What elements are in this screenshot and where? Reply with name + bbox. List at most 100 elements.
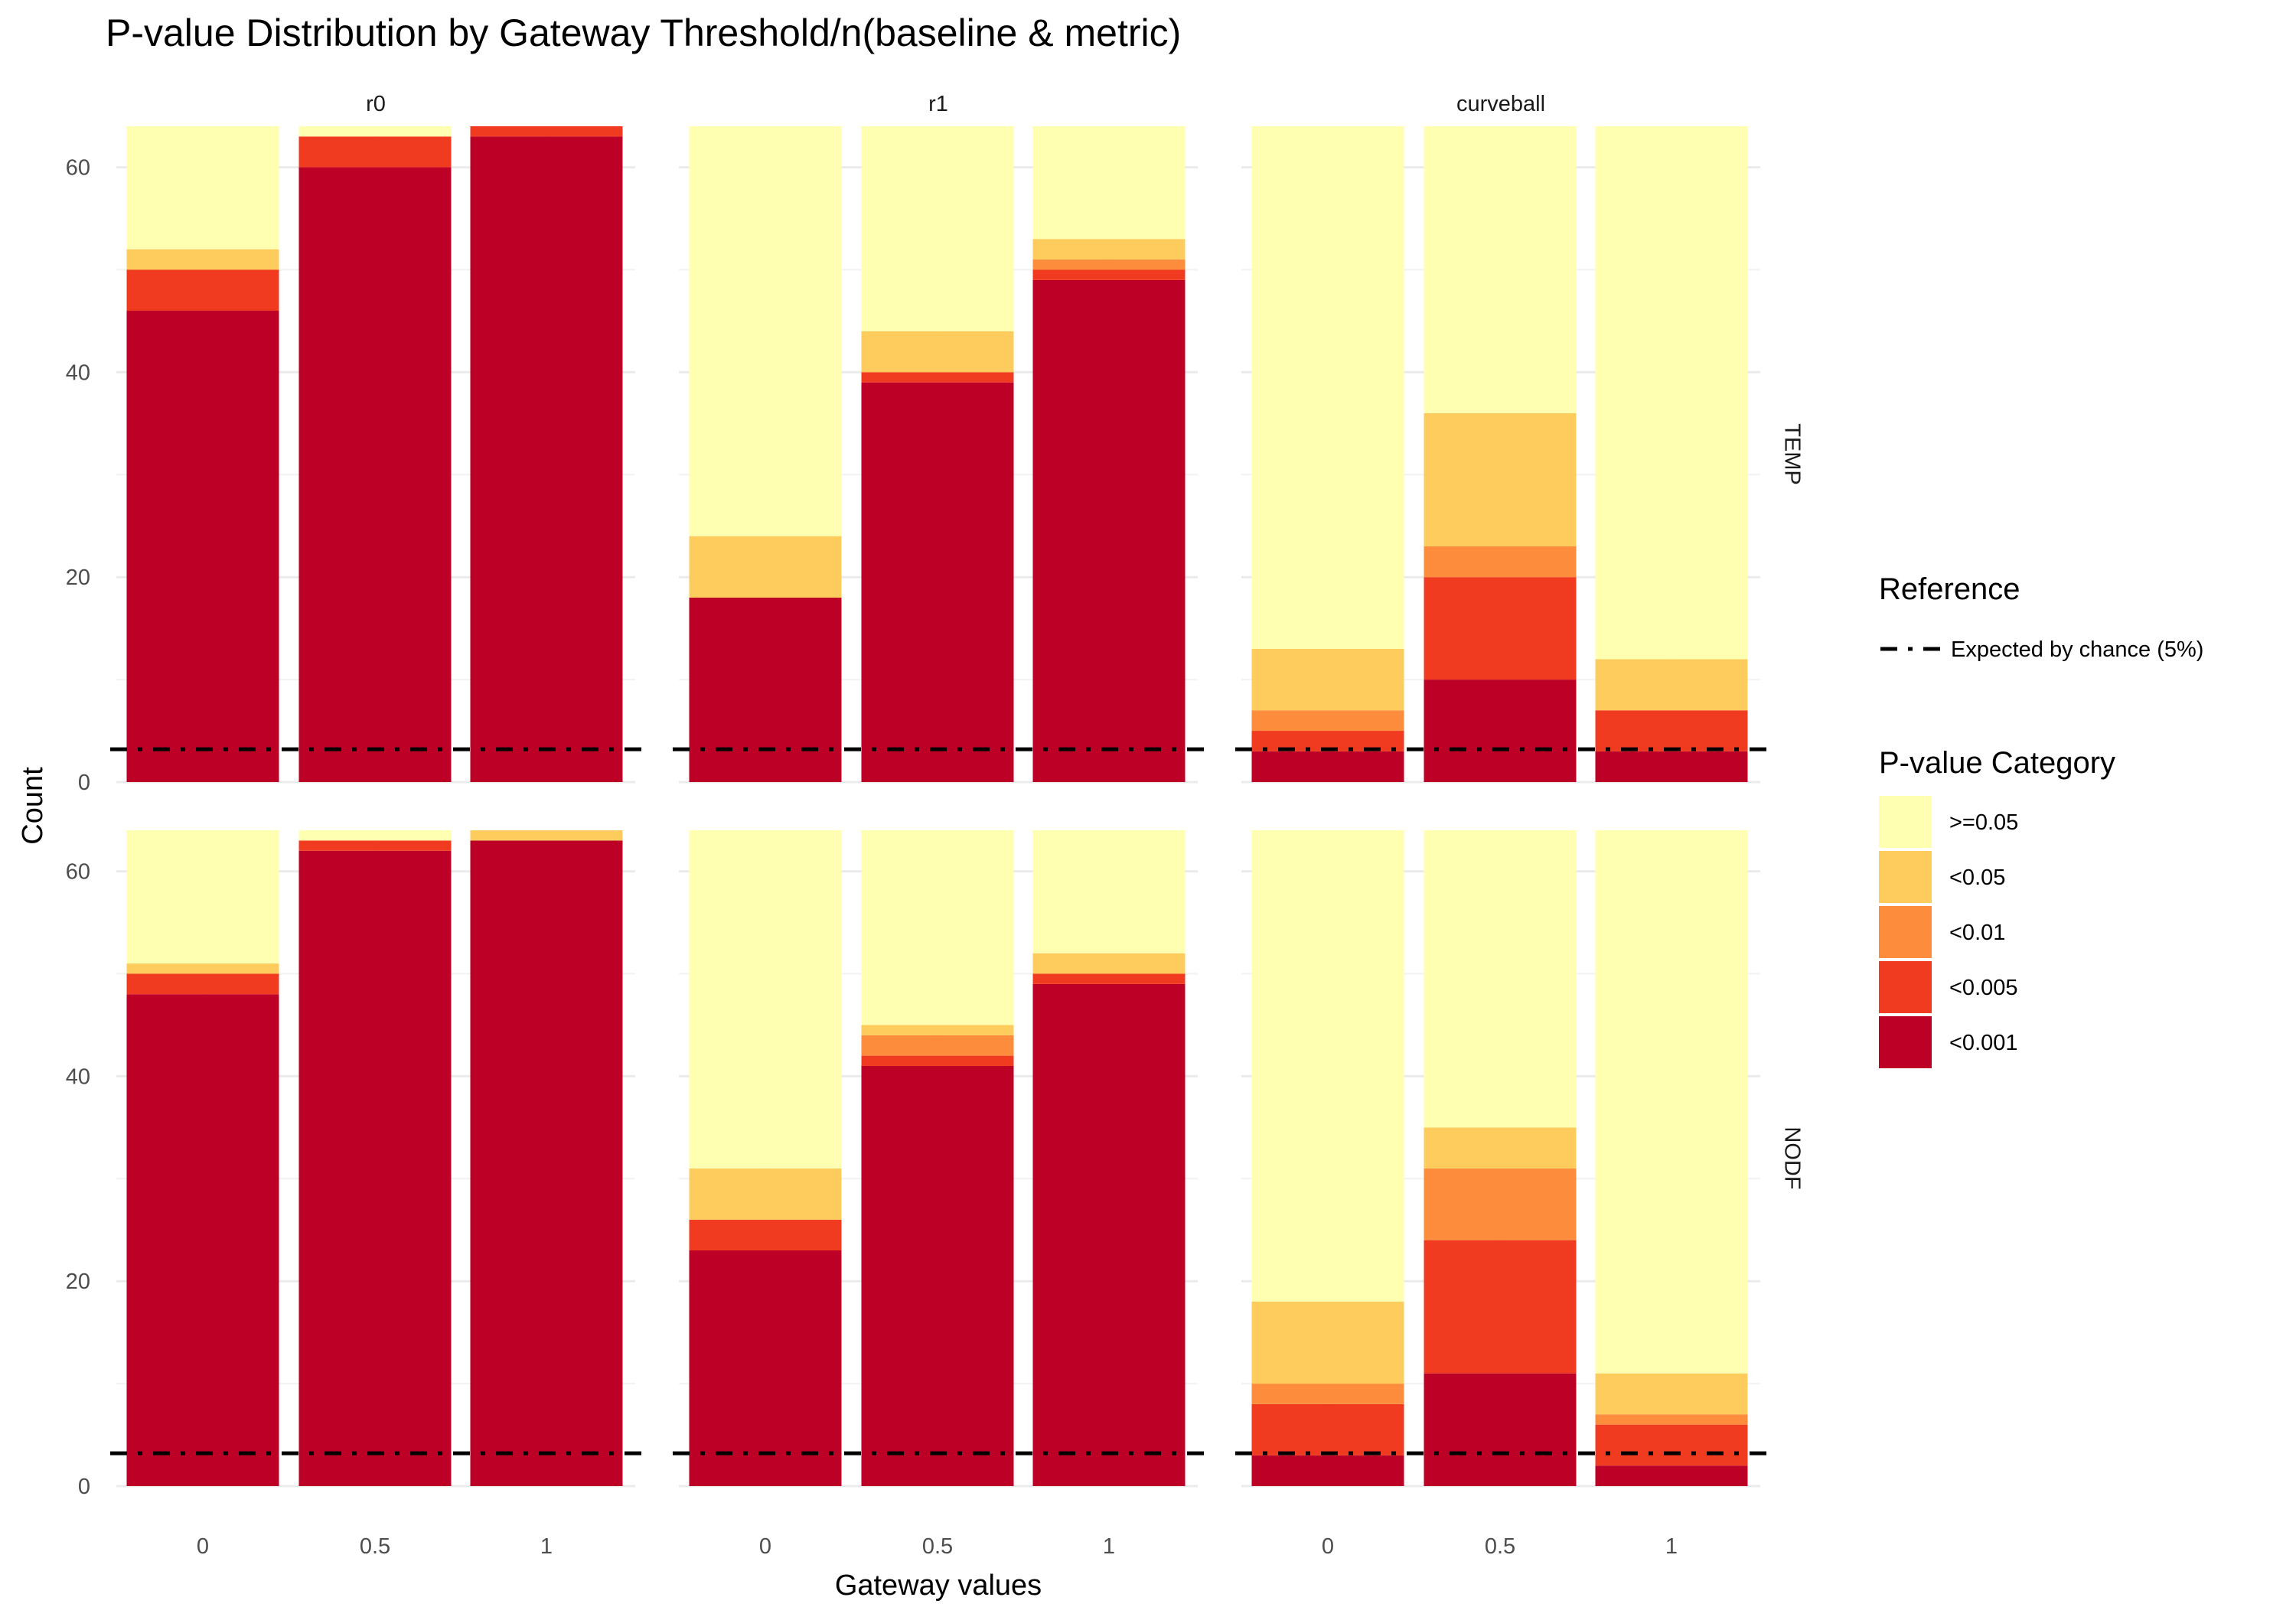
- legend-key-lt0-005: [1879, 961, 1932, 1013]
- bar-segment-temp-r0-x0-ge0-05: [126, 126, 279, 249]
- legend-key-lt0-001: [1879, 1016, 1932, 1068]
- legend-label-reference: Expected by chance (5%): [1951, 637, 2203, 662]
- bar-segment-nodf-r0-x0-lt0-001: [126, 994, 279, 1486]
- bar-segment-nodf-curveball-x0-5-lt0-001: [1424, 1373, 1577, 1486]
- legend-key-ge0-05: [1879, 796, 1932, 848]
- legend-label-lt0-01: <0.01: [1949, 921, 2005, 945]
- bar-segment-nodf-curveball-x0-5-lt0-01: [1424, 1168, 1577, 1240]
- bar-segment-temp-r1-x0-5-ge0-05: [861, 126, 1014, 331]
- bar-segment-temp-r1-x1-lt0-05: [1032, 239, 1186, 260]
- y-tick-label-nodf-0: 0: [78, 1475, 90, 1499]
- bar-segment-nodf-r0-x0-5-ge0-05: [298, 830, 452, 841]
- legend-label-lt0-005: <0.005: [1949, 976, 2018, 1000]
- bar-segment-nodf-r1-x0-5-ge0-05: [861, 830, 1014, 1025]
- bar-segment-nodf-r0-x0-ge0-05: [126, 830, 279, 964]
- legend: Reference Expected by chance (5%) P-value …: [1879, 572, 2203, 1068]
- y-axis-title: Count: [17, 767, 49, 845]
- bar-segment-nodf-r1-x0-lt0-005: [689, 1219, 842, 1251]
- strip-label-row-temp: TEMP: [1779, 423, 1804, 485]
- bar-segment-temp-r0-x1-lt0-005: [470, 126, 623, 137]
- bar-segment-nodf-r1-x0-5-lt0-005: [861, 1055, 1014, 1066]
- bar-segment-temp-r1-x1-ge0-05: [1032, 126, 1186, 240]
- strip-label-col-curveball: curveball: [1456, 92, 1545, 116]
- bar-segment-nodf-curveball-x1-lt0-005: [1595, 1424, 1748, 1466]
- strip-label-col-r1: r1: [928, 92, 948, 116]
- bar-segment-nodf-r1-x0-lt0-001: [689, 1250, 842, 1486]
- bar-segment-temp-curveball-x0-5-lt0-001: [1424, 680, 1577, 782]
- bar-segment-nodf-r0-x0-5-lt0-005: [298, 840, 452, 851]
- y-tick-label-temp-40: 40: [66, 360, 90, 385]
- y-tick-label-nodf-60: 60: [66, 860, 90, 885]
- y-tick-label-nodf-20: 20: [66, 1270, 90, 1294]
- bar-segment-nodf-curveball-x0-5-lt0-05: [1424, 1127, 1577, 1169]
- y-tick-label-nodf-40: 40: [66, 1064, 90, 1089]
- bar-segment-nodf-r1-x0-lt0-05: [689, 1168, 842, 1220]
- bar-segment-temp-curveball-x1-lt0-005: [1595, 710, 1748, 751]
- bar-segment-nodf-r1-x0-ge0-05: [689, 830, 842, 1169]
- bar-segment-nodf-r0-x0-lt0-005: [126, 973, 279, 995]
- bar-segment-temp-curveball-x1-lt0-05: [1595, 659, 1748, 711]
- bar-segment-temp-r0-x0-5-ge0-05: [298, 126, 452, 137]
- bar-segment-nodf-r0-x1-lt0-05: [470, 830, 623, 841]
- label-layer: 0 20 40 60 TEMP 0 0.5 1 0 0.5 1 0 0.5 1 0 20 40 60 NODF r0 r…: [17, 92, 1804, 1602]
- x-tick-label-curveball-0: 0: [1322, 1534, 1334, 1559]
- y-tick-label-temp-20: 20: [66, 566, 90, 590]
- bar-segment-nodf-curveball-x0-5-ge0-05: [1424, 830, 1577, 1128]
- strip-label-row-nodf: NODF: [1779, 1126, 1804, 1189]
- legend-label-lt0-05: <0.05: [1949, 865, 2005, 890]
- bar-segment-nodf-curveball-x1-lt0-001: [1595, 1465, 1748, 1486]
- legend-title-reference: Reference: [1879, 572, 2020, 606]
- bar-segment-nodf-r1-x1-lt0-05: [1032, 953, 1186, 974]
- bar-segment-nodf-r1-x0-5-lt0-05: [861, 1025, 1014, 1035]
- legend-key-lt0-05: [1879, 851, 1932, 903]
- bar-segment-nodf-curveball-x1-lt0-05: [1595, 1373, 1748, 1415]
- bar-segment-nodf-curveball-x0-5-lt0-005: [1424, 1240, 1577, 1374]
- bar-segment-temp-curveball-x0-lt0-05: [1251, 648, 1404, 711]
- bar-segment-temp-curveball-x0-ge0-05: [1251, 126, 1404, 649]
- strip-label-col-r0: r0: [366, 92, 386, 116]
- bar-segment-temp-r0-x1-lt0-001: [470, 136, 623, 782]
- x-axis-title: Gateway values: [835, 1570, 1042, 1602]
- bar-segment-nodf-curveball-x0-ge0-05: [1251, 830, 1404, 1302]
- bar-segment-nodf-curveball-x0-lt0-005: [1251, 1403, 1404, 1455]
- x-tick-label-curveball-0-5: 0.5: [1485, 1534, 1515, 1559]
- bar-segment-nodf-r1-x1-lt0-005: [1032, 973, 1186, 984]
- bar-segment-temp-r1-x0-lt0-001: [689, 597, 842, 782]
- bar-segment-temp-r1-x1-lt0-005: [1032, 269, 1186, 280]
- bar-segment-temp-curveball-x0-lt0-001: [1251, 751, 1404, 782]
- x-tick-label-r0-0-5: 0.5: [360, 1534, 390, 1559]
- bar-segment-temp-r1-x0-ge0-05: [689, 126, 842, 536]
- y-tick-label-temp-0: 0: [78, 771, 90, 795]
- legend-title-pvalue: P-value Category: [1879, 746, 2115, 780]
- bar-segment-temp-r1-x0-lt0-05: [689, 536, 842, 598]
- bar-layer: [126, 126, 1748, 1486]
- bar-segment-temp-r1-x1-lt0-01: [1032, 259, 1186, 270]
- bar-segment-nodf-curveball-x0-lt0-05: [1251, 1301, 1404, 1384]
- reference-line-layer: [110, 747, 1766, 1455]
- bar-segment-temp-curveball-x0-5-lt0-005: [1424, 577, 1577, 680]
- bar-segment-temp-r0-x0-5-lt0-005: [298, 136, 452, 168]
- legend-label-ge0-05: >=0.05: [1949, 810, 2018, 835]
- bar-segment-temp-curveball-x0-5-ge0-05: [1424, 126, 1577, 413]
- bar-segment-nodf-curveball-x1-ge0-05: [1595, 830, 1748, 1374]
- bar-segment-nodf-curveball-x1-lt0-01: [1595, 1414, 1748, 1425]
- x-tick-label-r1-1: 1: [1103, 1534, 1115, 1559]
- bar-segment-temp-curveball-x1-ge0-05: [1595, 126, 1748, 660]
- x-tick-label-r1-0: 0: [759, 1534, 771, 1559]
- legend-key-lt0-01: [1879, 906, 1932, 958]
- bar-segment-nodf-r1-x0-5-lt0-001: [861, 1065, 1014, 1486]
- bar-segment-temp-r1-x0-5-lt0-005: [861, 372, 1014, 383]
- bar-segment-nodf-r0-x1-lt0-001: [470, 840, 623, 1486]
- x-tick-label-r0-0: 0: [197, 1534, 209, 1559]
- x-tick-label-curveball-1: 1: [1665, 1534, 1678, 1559]
- bar-segment-nodf-r0-x0-lt0-05: [126, 963, 279, 974]
- bar-segment-nodf-r1-x1-lt0-001: [1032, 983, 1186, 1486]
- bar-segment-nodf-r0-x0-5-lt0-001: [298, 850, 452, 1486]
- bar-segment-temp-r0-x0-5-lt0-001: [298, 167, 452, 782]
- bar-segment-nodf-curveball-x0-lt0-001: [1251, 1455, 1404, 1486]
- chart-title: P-value Distribution by Gateway Threshol…: [106, 11, 1181, 54]
- bar-segment-temp-r0-x0-lt0-005: [126, 269, 279, 311]
- bar-segment-temp-r1-x1-lt0-001: [1032, 279, 1186, 782]
- bar-segment-nodf-r1-x1-ge0-05: [1032, 830, 1186, 953]
